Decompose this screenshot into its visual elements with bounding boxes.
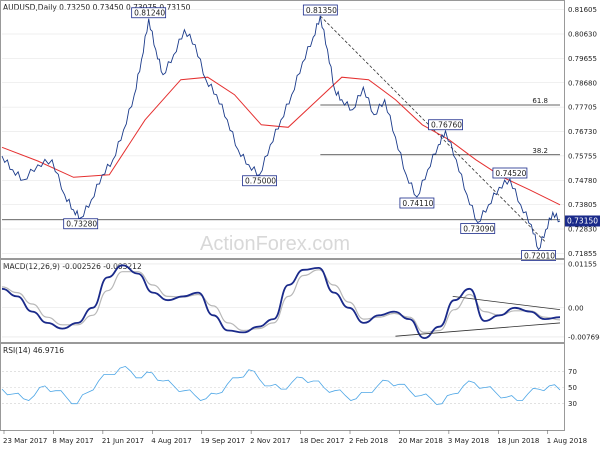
level-label: 0.74110: [399, 197, 435, 209]
price-tick-label: 0.73805: [568, 201, 597, 209]
level-label: 0.73280: [63, 218, 99, 230]
level-label: 0.81350: [302, 4, 338, 16]
rsi-panel: RSI(14) 46.9716 70 50 30: [0, 343, 577, 431]
price-tick-label: 0.81605: [568, 6, 597, 14]
rsi-panel-frame: [0, 343, 565, 431]
macd-signal-line: [1, 269, 561, 334]
macd-tick-label: 0.01155: [568, 260, 597, 268]
moving-average-line: [1, 76, 561, 206]
level-label: 0.72010: [521, 250, 556, 261]
price-tick-label: 0.77705: [568, 104, 597, 112]
macd-header: MACD(12,26,9) -0.002526 -0.003212: [3, 262, 142, 271]
level-text: 0.74110: [402, 199, 433, 208]
level-label: 0.76760: [428, 119, 463, 131]
x-tick-label: 18 Jun 2018: [497, 437, 539, 445]
trendline: [320, 15, 546, 243]
current-price-label: 0.73150: [567, 217, 598, 226]
level-box: [302, 4, 338, 16]
price-panel-frame: [0, 0, 565, 259]
level-label: 0.75000: [242, 175, 277, 187]
rsi-tick-label: 70: [568, 368, 577, 376]
x-tick-label: 19 Sep 2017: [201, 437, 245, 445]
level-box: [131, 7, 167, 19]
level-text: 0.73280: [66, 220, 97, 229]
macd-trendlines: [395, 295, 561, 337]
price-tick-label: 0.71855: [568, 250, 597, 258]
price-tick-label: 0.75755: [568, 152, 597, 160]
fib-lines: 61.8 38.2: [320, 97, 560, 156]
x-tick-label: 21 Jun 2017: [102, 437, 144, 445]
price-tick-label: 0.80630: [568, 31, 597, 39]
level-box: [399, 197, 435, 209]
rsi-line: [1, 365, 561, 405]
rsi-tick-label: 30: [568, 400, 577, 408]
price-series-line: [1, 15, 561, 251]
price-tick-label: 0.74780: [568, 177, 597, 185]
level-labels: 0.81240 0.81350 0.75000 0.73280 0.76760 0.741…: [63, 4, 556, 261]
macd-trendline: [452, 295, 561, 311]
x-axis: 23 Mar 2017 8 May 2017 21 Jun 2017 4 Aug 20…: [3, 430, 587, 445]
level-box: [63, 218, 99, 230]
level-text: 0.72010: [524, 251, 555, 260]
x-tick-label: 3 May 2018: [448, 437, 489, 445]
x-tick-label: 4 Aug 2017: [151, 437, 191, 445]
x-tick-label: 23 Mar 2017: [3, 437, 47, 445]
level-text: 0.75000: [245, 177, 276, 186]
macd-tick-label: -0.007694: [568, 333, 600, 341]
level-box: [242, 175, 277, 187]
x-tick-label: 8 May 2017: [52, 437, 93, 445]
x-tick-label: 18 Dec 2017: [300, 437, 345, 445]
rsi-tick-label: 50: [568, 384, 577, 392]
level-box: [428, 119, 463, 131]
price-tick-label: 0.79655: [568, 55, 597, 63]
rsi-y-axis: 70 50 30: [568, 368, 577, 408]
fib-label: 61.8: [532, 97, 548, 105]
price-tick-label: 0.78680: [568, 79, 597, 87]
macd-panel-frame: [0, 259, 565, 343]
level-text: 0.81240: [134, 9, 165, 18]
rsi-grid: [2, 370, 564, 405]
level-text: 0.74520: [495, 169, 526, 178]
level-box: [521, 250, 556, 261]
current-price-box: [565, 215, 600, 227]
macd-panel: MACD(12,26,9) -0.002526 -0.003212 0.0115…: [0, 259, 600, 343]
level-text: 0.81350: [306, 6, 337, 15]
x-tick-label: 1 Aug 2018: [547, 437, 587, 445]
macd-tick-label: 0.00: [568, 304, 584, 312]
price-header: AUDUSD,Daily 0.73250 0.73450 0.73075 0.7…: [3, 3, 191, 12]
x-tick-label: 2 Feb 2018: [349, 437, 388, 445]
macd-grid: [2, 263, 564, 338]
x-tick-label: 2 Nov 2017: [250, 437, 290, 445]
level-label: 0.74520: [492, 167, 528, 179]
macd-y-axis: 0.01155 0.00 -0.007694: [568, 260, 600, 341]
price-tick-label: 0.72830: [568, 226, 597, 234]
level-text: 0.76760: [431, 121, 462, 130]
price-grid: [2, 9, 564, 254]
level-text: 0.73090: [463, 224, 494, 233]
fib-label: 38.2: [532, 147, 548, 155]
level-box: [460, 223, 496, 234]
rsi-header: RSI(14) 46.9716: [3, 346, 64, 355]
x-tick-label: 20 Mar 2018: [398, 437, 442, 445]
price-tick-label: 0.76730: [568, 128, 597, 136]
price-y-axis: 0.81605 0.80630 0.79655 0.78680 0.77705 0.767…: [568, 6, 597, 258]
macd-line: [1, 264, 561, 340]
watermark: ActionForex.com: [200, 233, 350, 255]
price-panel: AUDUSD,Daily 0.73250 0.73450 0.73075 0.7…: [0, 0, 600, 261]
level-box: [492, 167, 528, 179]
macd-trendline: [395, 322, 561, 337]
current-price-marker: 0.73150: [565, 215, 600, 227]
level-label: 0.73090: [460, 223, 496, 234]
level-label: 0.81240: [131, 7, 167, 19]
